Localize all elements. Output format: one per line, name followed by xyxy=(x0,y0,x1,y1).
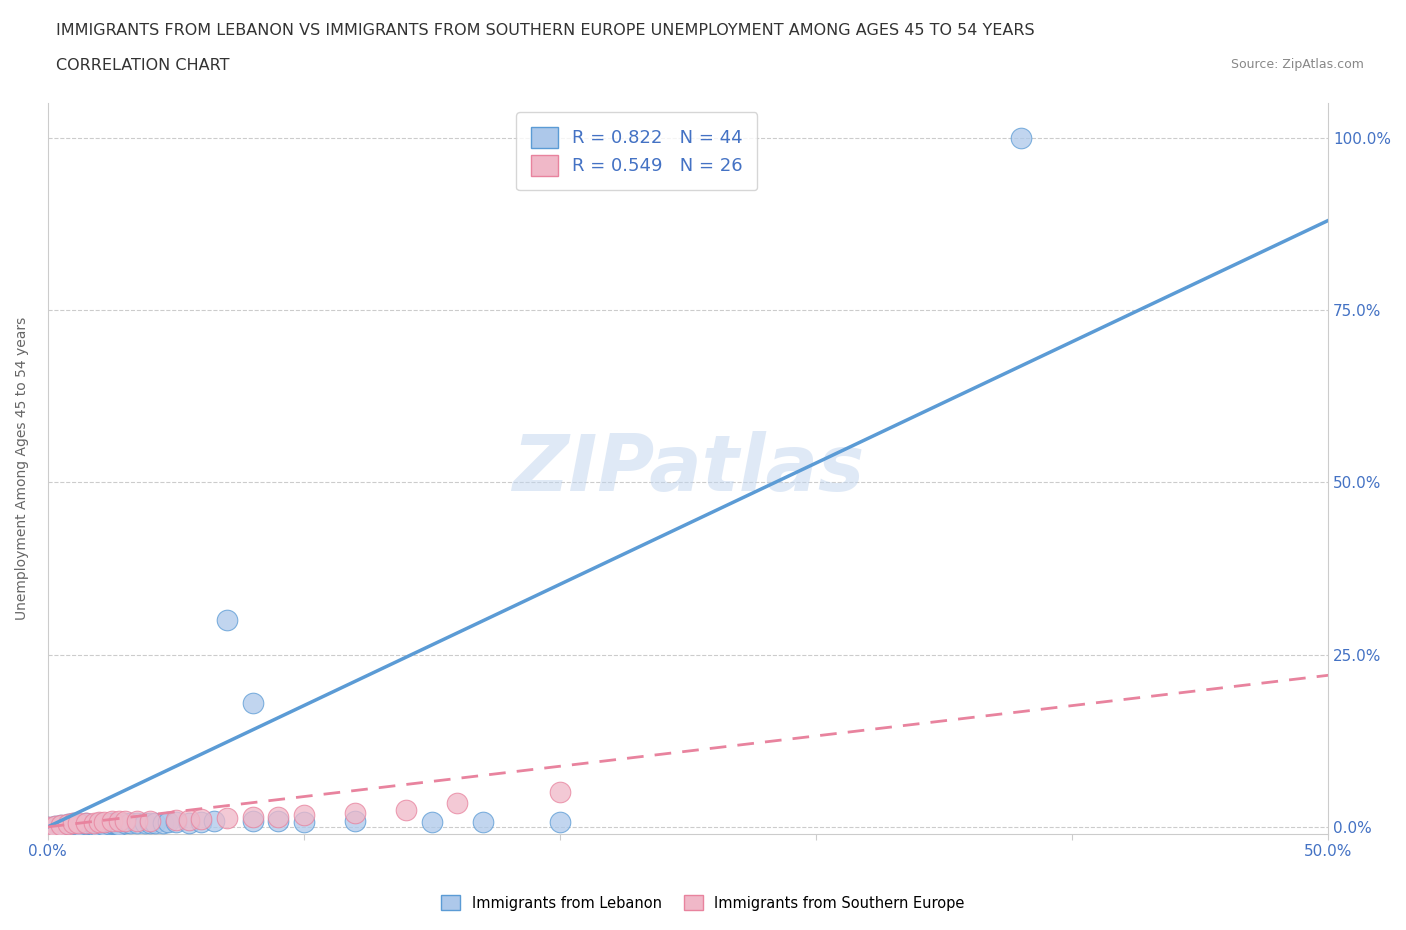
Point xyxy=(1010,130,1032,145)
Point xyxy=(344,814,367,829)
Point xyxy=(55,818,77,833)
Point xyxy=(100,814,122,829)
Point xyxy=(105,817,128,831)
Point xyxy=(139,816,162,830)
Point xyxy=(152,816,174,830)
Point xyxy=(49,819,72,834)
Point xyxy=(215,810,238,825)
Point xyxy=(472,815,495,830)
Point xyxy=(143,816,166,830)
Point xyxy=(83,817,105,832)
Point xyxy=(49,817,72,832)
Point xyxy=(62,819,84,834)
Legend: R = 0.822   N = 44, R = 0.549   N = 26: R = 0.822 N = 44, R = 0.549 N = 26 xyxy=(516,113,758,191)
Point xyxy=(98,817,121,831)
Point xyxy=(165,813,187,828)
Point xyxy=(267,809,290,824)
Point xyxy=(344,805,367,820)
Point xyxy=(242,696,264,711)
Point xyxy=(114,814,136,829)
Point xyxy=(44,818,66,833)
Point xyxy=(59,817,82,832)
Point xyxy=(267,814,290,829)
Point xyxy=(108,817,131,832)
Point xyxy=(75,816,97,830)
Point xyxy=(242,809,264,824)
Point xyxy=(62,816,84,830)
Point xyxy=(190,811,212,826)
Point xyxy=(75,816,97,830)
Point xyxy=(100,816,122,830)
Point xyxy=(93,817,115,832)
Point xyxy=(548,815,571,830)
Point xyxy=(165,815,187,830)
Point xyxy=(215,613,238,628)
Text: ZIPatlas: ZIPatlas xyxy=(512,431,865,507)
Point xyxy=(83,816,105,830)
Point xyxy=(62,816,84,830)
Point xyxy=(75,817,97,831)
Point xyxy=(67,817,90,832)
Point xyxy=(37,819,59,834)
Point xyxy=(134,816,156,830)
Point xyxy=(87,819,110,834)
Point xyxy=(157,815,180,830)
Point xyxy=(114,816,136,830)
Point xyxy=(446,795,468,810)
Text: IMMIGRANTS FROM LEBANON VS IMMIGRANTS FROM SOUTHERN EUROPE UNEMPLOYMENT AMONG AG: IMMIGRANTS FROM LEBANON VS IMMIGRANTS FR… xyxy=(56,23,1035,38)
Point xyxy=(127,813,149,828)
Point xyxy=(58,817,80,831)
Legend: Immigrants from Lebanon, Immigrants from Southern Europe: Immigrants from Lebanon, Immigrants from… xyxy=(434,888,972,918)
Point xyxy=(44,818,66,833)
Point xyxy=(177,813,200,828)
Point xyxy=(548,785,571,800)
Point xyxy=(37,819,59,834)
Point xyxy=(242,814,264,829)
Point xyxy=(58,817,80,831)
Point xyxy=(49,817,72,832)
Point xyxy=(139,813,162,828)
Point xyxy=(202,814,225,829)
Point xyxy=(190,815,212,830)
Point xyxy=(127,816,149,830)
Point xyxy=(87,815,110,830)
Text: CORRELATION CHART: CORRELATION CHART xyxy=(56,58,229,73)
Text: Source: ZipAtlas.com: Source: ZipAtlas.com xyxy=(1230,58,1364,71)
Point xyxy=(70,818,93,833)
Point xyxy=(177,816,200,830)
Point xyxy=(67,816,90,830)
Point xyxy=(93,815,115,830)
Point xyxy=(395,803,418,817)
Point xyxy=(292,808,315,823)
Point xyxy=(87,816,110,830)
Point xyxy=(108,814,131,829)
Y-axis label: Unemployment Among Ages 45 to 54 years: Unemployment Among Ages 45 to 54 years xyxy=(15,317,30,620)
Point xyxy=(420,815,443,830)
Point xyxy=(100,816,122,830)
Point xyxy=(118,816,141,830)
Point xyxy=(292,815,315,830)
